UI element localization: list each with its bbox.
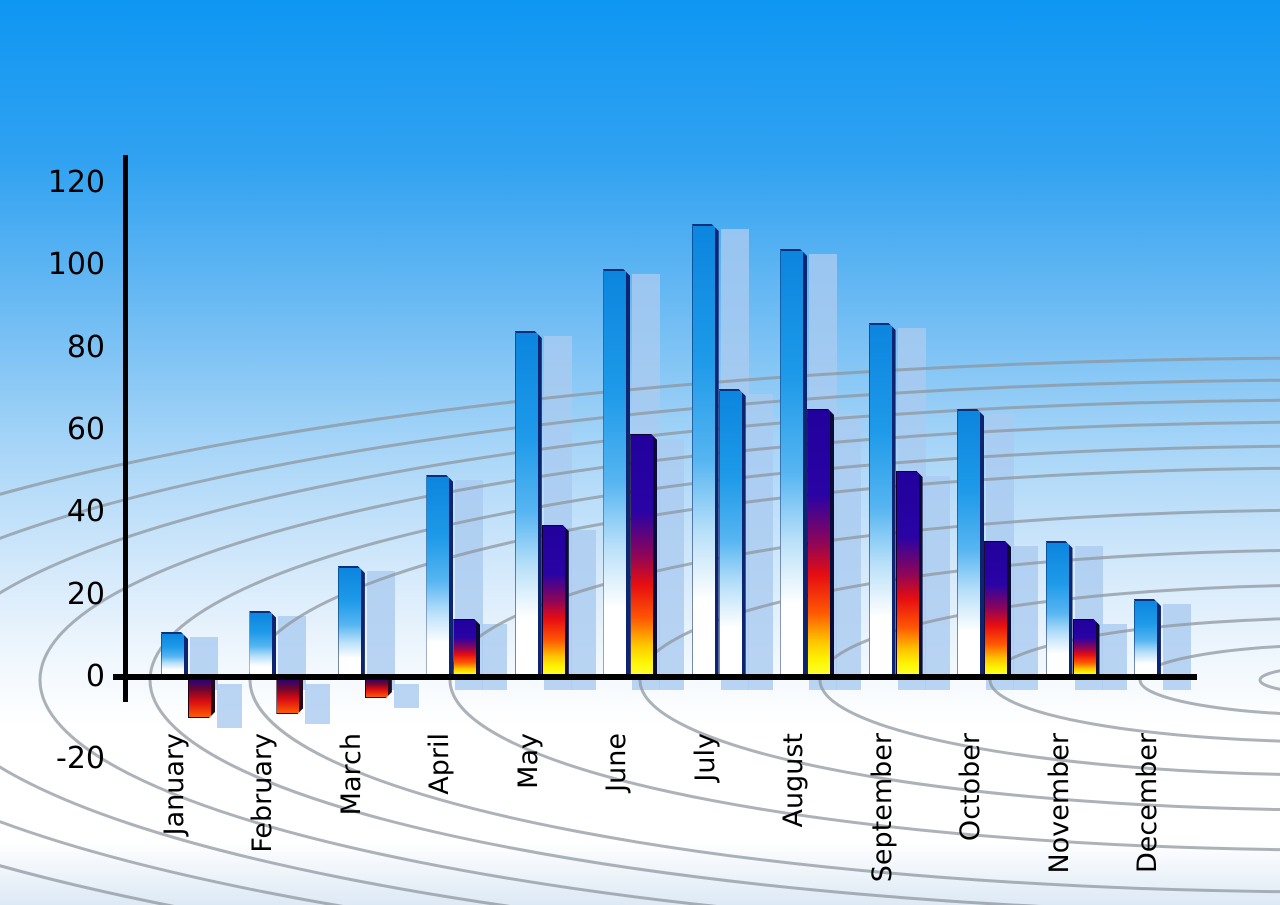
bar-november-primary <box>1046 541 1073 677</box>
bar-shadow-march-primary <box>366 571 395 690</box>
bar-april-secondary <box>453 619 480 677</box>
y-tick-label-40: 40 <box>66 494 105 529</box>
x-axis-line <box>113 674 1197 680</box>
y-tick-label-0: 0 <box>85 659 105 694</box>
bar-shadow-september-secondary <box>924 476 950 690</box>
bar-shadow-january-secondary <box>217 684 242 728</box>
x-tick-label-november: November <box>1043 733 1075 874</box>
bar-july-primary <box>692 224 719 677</box>
bar-october-secondary <box>984 541 1011 677</box>
bar-shadow-may-secondary <box>570 530 596 690</box>
bar-may-primary <box>515 331 542 677</box>
y-tick-label--20: -20 <box>56 741 105 776</box>
x-tick-label-july: July <box>689 733 721 782</box>
x-tick-label-may: May <box>512 733 544 789</box>
x-tick-label-december: December <box>1131 733 1163 874</box>
bar-january-secondary <box>188 677 215 718</box>
bar-october-primary <box>957 409 984 677</box>
bar-march-primary <box>338 566 365 677</box>
bar-august-primary <box>780 249 807 677</box>
bar-september-primary <box>869 323 896 677</box>
x-tick-label-june: June <box>601 733 633 792</box>
x-tick-label-august: August <box>778 733 810 828</box>
x-tick-label-february: February <box>247 733 279 853</box>
y-tick-label-100: 100 <box>47 247 105 282</box>
y-tick-label-60: 60 <box>66 412 105 447</box>
x-tick-label-april: April <box>424 733 456 795</box>
bar-april-primary <box>426 475 453 677</box>
bar-shadow-july-secondary <box>747 394 773 690</box>
y-tick-label-120: 120 <box>47 165 105 200</box>
bar-june-secondary <box>630 434 657 677</box>
bar-july-secondary <box>719 389 746 677</box>
bar-shadow-march-secondary <box>393 684 419 708</box>
y-tick-label-20: 20 <box>66 577 105 612</box>
x-tick-label-march: March <box>335 733 367 816</box>
x-tick-label-september: September <box>866 733 898 883</box>
bar-january-primary <box>161 632 188 677</box>
bar-shadow-october-secondary <box>1013 546 1039 690</box>
bar-december-primary <box>1134 599 1161 677</box>
y-tick-label-80: 80 <box>66 330 105 365</box>
bar-shadow-february-secondary <box>305 684 331 724</box>
bar-may-secondary <box>542 525 569 677</box>
x-tick-label-october: October <box>955 733 987 842</box>
x-tick-label-january: January <box>159 733 190 836</box>
bar-june-primary <box>603 269 630 677</box>
bar-february-primary <box>249 611 276 677</box>
y-axis-line <box>123 155 128 702</box>
